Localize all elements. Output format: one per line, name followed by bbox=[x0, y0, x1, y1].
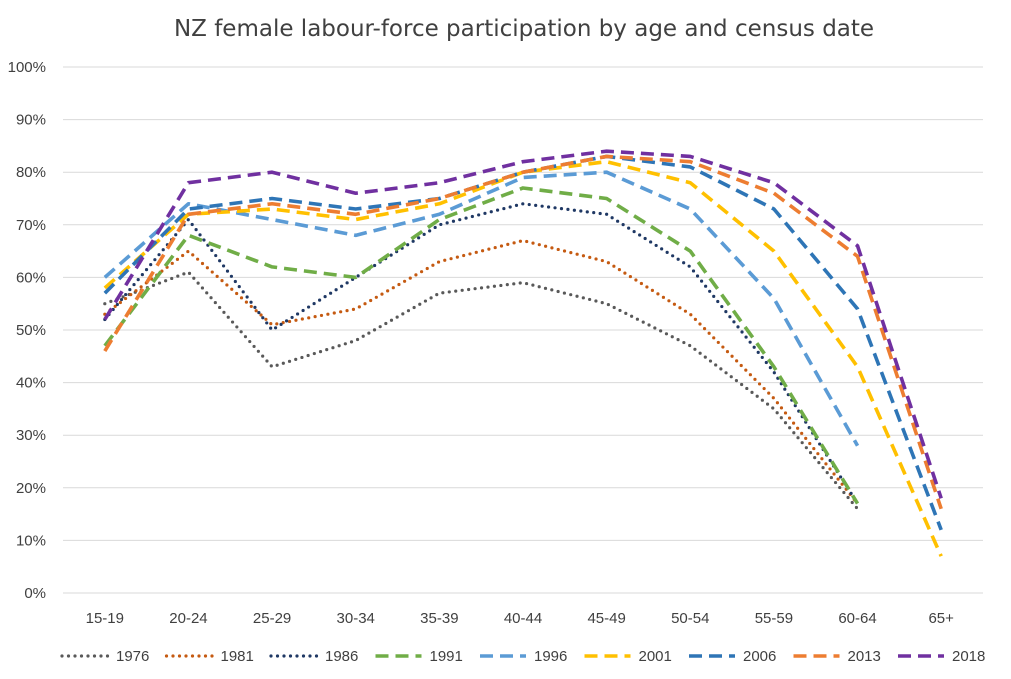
series-line-2013 bbox=[103, 154, 943, 510]
legend-label-2006: 2006 bbox=[743, 648, 776, 665]
series-line-1986 bbox=[103, 202, 860, 506]
x-tick-label: 50-54 bbox=[671, 610, 709, 627]
x-tick-label: 45-49 bbox=[587, 610, 625, 627]
legend-label-2001: 2001 bbox=[639, 648, 672, 665]
x-tick-label: 20-24 bbox=[169, 610, 207, 627]
chart-title: NZ female labour-force participation by … bbox=[174, 16, 874, 42]
y-tick-label: 70% bbox=[16, 217, 46, 234]
legend-label-1996: 1996 bbox=[534, 648, 567, 665]
x-tick-label: 65+ bbox=[928, 610, 954, 627]
x-tick-label: 60-64 bbox=[838, 610, 876, 627]
series-line-1981 bbox=[103, 238, 860, 506]
legend-label-2018: 2018 bbox=[952, 648, 985, 665]
y-tick-label: 0% bbox=[24, 585, 46, 602]
x-tick-label: 25-29 bbox=[253, 610, 291, 627]
y-tick-label: 60% bbox=[16, 269, 46, 286]
series-line-2001 bbox=[103, 159, 943, 557]
legend: 1976 1981 1986 1991 1996 2001 2006 2013 2018 bbox=[60, 648, 985, 665]
x-axis: 15-19 20-24 25-29 30-34 35-39 40-44 45-49 50-54… bbox=[86, 610, 955, 627]
legend-label-1986: 1986 bbox=[325, 648, 358, 665]
legend-label-1976: 1976 bbox=[116, 648, 149, 665]
legend-label-1981: 1981 bbox=[221, 648, 254, 665]
x-tick-label: 55-59 bbox=[755, 610, 793, 627]
series-line-2018 bbox=[103, 149, 943, 499]
y-tick-label: 100% bbox=[8, 59, 46, 76]
y-tick-label: 90% bbox=[16, 112, 46, 129]
x-tick-label: 15-19 bbox=[86, 610, 124, 627]
legend-label-1991: 1991 bbox=[430, 648, 463, 665]
y-tick-label: 50% bbox=[16, 322, 46, 339]
series-line-1976 bbox=[103, 270, 860, 511]
y-tick-label: 20% bbox=[16, 480, 46, 497]
y-tick-label: 80% bbox=[16, 164, 46, 181]
gridlines bbox=[63, 66, 983, 594]
y-tick-label: 30% bbox=[16, 427, 46, 444]
series-line-1991 bbox=[103, 186, 860, 505]
y-tick-label: 40% bbox=[16, 375, 46, 392]
y-axis: 0% 10% 20% 30% 40% 50% 60% 70% 80% 90% 100% bbox=[8, 59, 46, 602]
series-lines bbox=[103, 149, 943, 557]
x-tick-label: 40-44 bbox=[504, 610, 542, 627]
y-tick-label: 10% bbox=[16, 532, 46, 549]
x-tick-label: 35-39 bbox=[420, 610, 458, 627]
legend-label-2013: 2013 bbox=[848, 648, 881, 665]
x-tick-label: 30-34 bbox=[337, 610, 375, 627]
series-line-2006 bbox=[103, 154, 943, 531]
